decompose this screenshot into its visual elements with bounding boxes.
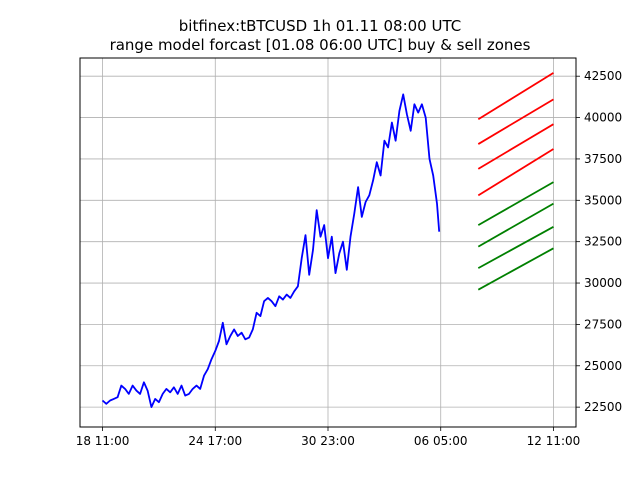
sell-zone-line (477, 148, 554, 197)
sell-zone-line (477, 72, 554, 120)
y-axis: 22500 25000 27500 30000 32500 35000 37500 40000… (576, 69, 622, 414)
y-tick-label: 42500 (584, 69, 622, 83)
x-tick-label: 06 05:00 (414, 434, 468, 448)
buy-zone-line (477, 181, 554, 226)
y-tick-label: 35000 (584, 193, 622, 207)
y-tick-label: 40000 (584, 111, 622, 125)
plot-area (101, 72, 554, 408)
buy-zone-line (477, 202, 554, 248)
y-tick-label: 22500 (584, 400, 622, 414)
x-tick-label: 18 11:00 (76, 434, 130, 448)
x-tick-label: 30 23:00 (301, 434, 355, 448)
y-tick-label: 37500 (584, 152, 622, 166)
sell-zone-line (477, 98, 554, 145)
y-tick-label: 32500 (584, 235, 622, 249)
y-tick-label: 25000 (584, 359, 622, 373)
chart-subtitle: range model forcast [01.08 06:00 UTC] bu… (110, 36, 531, 54)
x-tick-label: 12 11:00 (527, 434, 581, 448)
chart-title: bitfinex:tBTCUSD 1h 01.11 08:00 UTC (179, 17, 461, 35)
y-tick-label: 27500 (584, 317, 622, 331)
buy-zone-line (477, 247, 554, 291)
buy-zone-line (477, 225, 554, 269)
x-axis: 18 11:00 24 17:00 30 23:00 06 05:00 12 11:00 (76, 427, 581, 448)
price-line (101, 93, 441, 408)
sell-zone-line (477, 123, 554, 170)
x-tick-label: 24 17:00 (188, 434, 242, 448)
grid (80, 58, 576, 427)
y-tick-label: 30000 (584, 276, 622, 290)
